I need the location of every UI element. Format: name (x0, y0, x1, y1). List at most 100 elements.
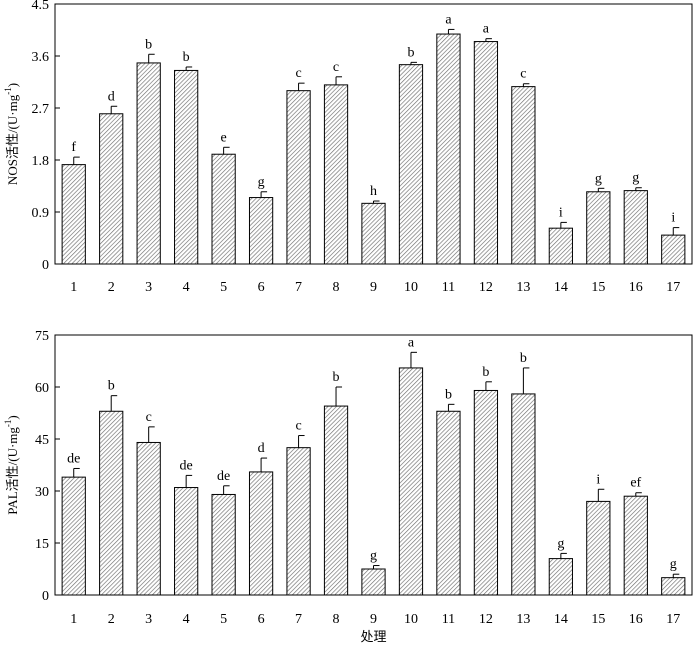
significance-letter: g (258, 175, 265, 190)
bar (211, 153, 236, 265)
y-tick-label: 45 (35, 433, 49, 448)
bar (61, 164, 86, 265)
bar (473, 389, 499, 596)
y-tick-label: 2.7 (32, 102, 50, 117)
x-tick-label: 16 (629, 280, 643, 295)
x-tick-label: 16 (629, 612, 643, 627)
x-tick-label: 14 (554, 280, 568, 295)
x-tick-label: 7 (295, 280, 302, 295)
bar-series: de b c de de d c b g a b b b g i ef g (61, 335, 686, 596)
significance-letter: b (520, 351, 527, 366)
y-axis-label-main: NOS活性/(U·mg (5, 94, 20, 185)
significance-letter: de (217, 469, 230, 484)
x-axis-ticks: 1 2 3 4 5 6 7 8 9 10 11 12 13 14 15 16 17 (70, 280, 680, 295)
bar (436, 410, 461, 596)
x-axis-ticks: 1 2 3 4 5 6 7 8 9 10 11 12 13 14 15 16 17 (70, 612, 680, 627)
bar (586, 191, 611, 265)
significance-letter: ef (630, 476, 641, 491)
x-tick-label: 13 (516, 612, 530, 627)
significance-letter: b (482, 365, 489, 380)
x-tick-label: 1 (70, 612, 77, 627)
y-tick-label: 15 (35, 537, 49, 552)
y-tick-label: 0 (42, 589, 49, 604)
bar (473, 41, 499, 265)
x-tick-label: 7 (295, 612, 302, 627)
bar (136, 62, 161, 265)
significance-letter: a (445, 12, 452, 27)
bar (248, 197, 274, 265)
x-tick-label: 13 (516, 280, 530, 295)
y-tick-label: 1.8 (32, 154, 50, 169)
bar (436, 33, 461, 265)
significance-letter: g (370, 549, 377, 564)
y-tick-label: 0.9 (32, 206, 50, 221)
x-tick-label: 4 (183, 280, 190, 295)
significance-letter: b (445, 387, 452, 402)
significance-letter: a (483, 22, 490, 37)
bar (511, 86, 536, 265)
significance-letter: g (670, 557, 677, 572)
x-tick-label: 1 (70, 280, 77, 295)
y-axis-label-main: PAL活性/(U·mg (5, 427, 20, 515)
significance-letter: i (559, 205, 563, 220)
bar (248, 471, 274, 596)
x-tick-label: 2 (108, 280, 115, 295)
bar (511, 393, 536, 596)
bar (548, 558, 573, 596)
significance-letter: b (333, 370, 340, 385)
x-tick-label: 4 (183, 612, 190, 627)
bar (323, 405, 349, 596)
x-tick-label: 11 (442, 280, 455, 295)
significance-letter: c (295, 66, 301, 81)
significance-letter: g (632, 171, 639, 186)
x-tick-label: 8 (333, 280, 340, 295)
significance-letter: c (520, 67, 526, 82)
significance-letter: b (407, 45, 414, 60)
bar (361, 202, 386, 265)
y-tick-label: 30 (35, 485, 49, 500)
x-tick-label: 2 (108, 612, 115, 627)
x-axis-label: 处理 (360, 629, 386, 644)
x-tick-label: 11 (442, 612, 455, 627)
x-tick-label: 5 (220, 612, 227, 627)
bar (398, 367, 424, 596)
bar (661, 577, 686, 596)
significance-letter: h (370, 184, 377, 199)
bar (136, 441, 161, 596)
x-tick-label: 14 (554, 612, 568, 627)
x-tick-label: 5 (220, 280, 227, 295)
bar (286, 447, 311, 596)
x-tick-label: 6 (258, 612, 265, 627)
y-tick-label: 75 (35, 329, 49, 344)
x-tick-label: 8 (333, 612, 340, 627)
significance-letter: d (258, 441, 265, 456)
x-tick-label: 3 (145, 280, 152, 295)
y-tick-label: 60 (35, 381, 49, 396)
bar (211, 493, 236, 596)
x-tick-label: 15 (591, 612, 605, 627)
bar (623, 190, 648, 265)
significance-letter: i (596, 472, 600, 487)
x-tick-label: 12 (479, 280, 493, 295)
y-tick-label: 3.6 (32, 50, 50, 65)
bar (548, 227, 573, 265)
bar (361, 568, 386, 596)
significance-letter: d (108, 89, 115, 104)
significance-letter: c (295, 419, 301, 434)
y-axis-label-sup: -1 (3, 87, 13, 95)
x-tick-label: 3 (145, 612, 152, 627)
bar (661, 234, 686, 265)
significance-letter: c (333, 60, 339, 75)
x-tick-label: 10 (404, 612, 418, 627)
significance-letter: c (146, 410, 152, 425)
bar-series: f d b b e g c c h b a a c i g g i (61, 12, 686, 265)
bar (174, 487, 199, 596)
significance-letter: b (145, 37, 152, 52)
bar (623, 495, 648, 596)
significance-letter: b (108, 379, 115, 394)
bar (586, 500, 611, 596)
y-tick-label: 0 (42, 258, 49, 273)
significance-letter: a (408, 335, 415, 350)
